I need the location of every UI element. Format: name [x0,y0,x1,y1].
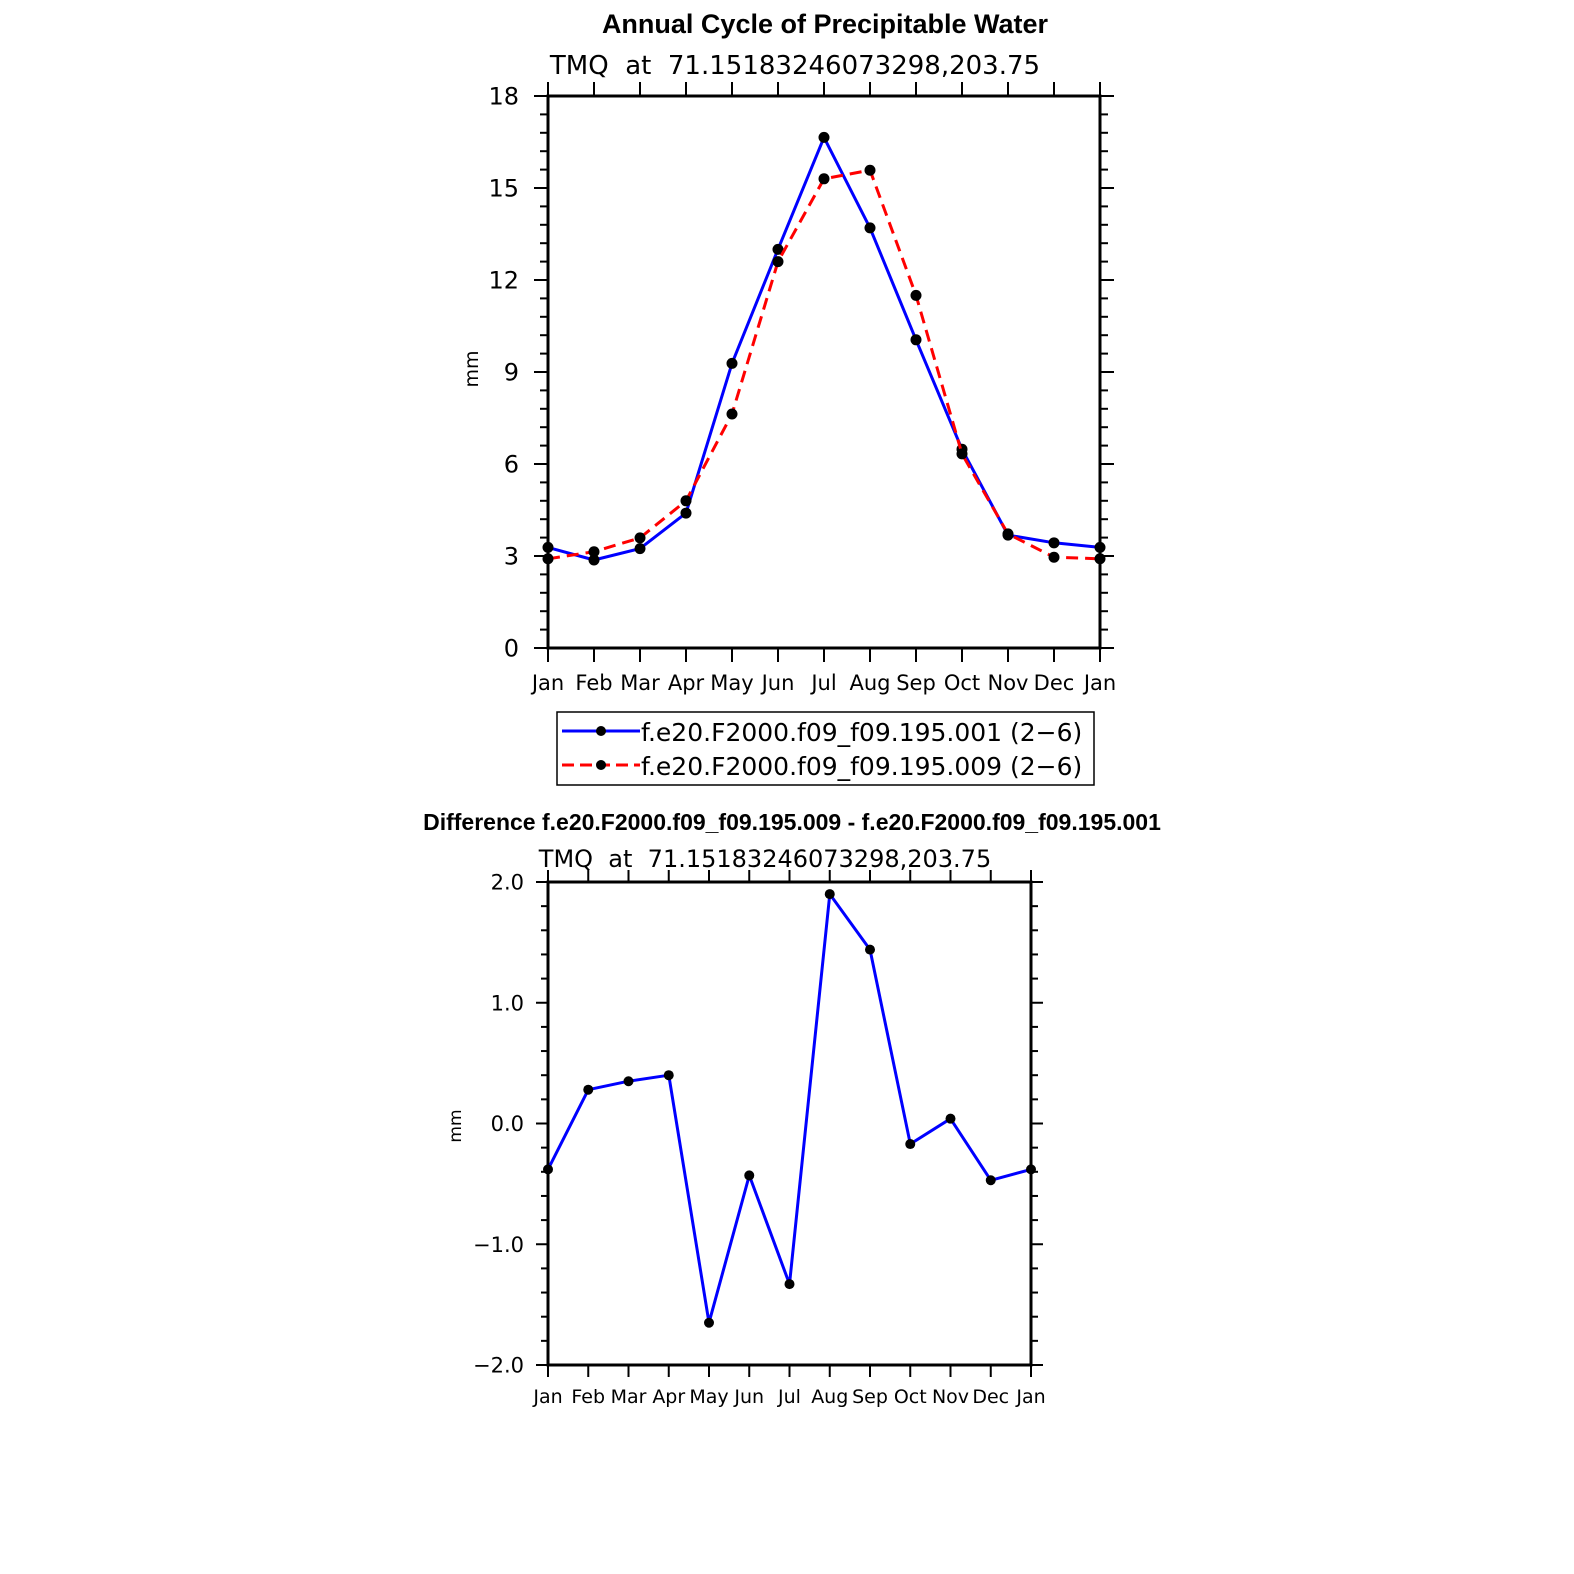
y-tick-label: 2.0 [491,871,524,895]
data-point [910,334,922,346]
x-tick-label: Jun [760,671,795,695]
y-tick-label: 1.0 [491,991,524,1015]
data-point [680,495,692,507]
y-tick-label: 0 [504,635,519,663]
data-point [542,553,554,565]
data-point [542,541,554,553]
y-tick-label: 6 [504,451,519,479]
x-tick-label: Dec [972,1386,1009,1408]
plot-area [546,880,1033,1367]
data-point [588,546,600,558]
x-tick-label: Jan [532,1386,562,1408]
data-point [905,1139,916,1150]
data-point [583,1084,594,1095]
data-point [985,1175,996,1186]
data-point [588,554,600,566]
x-tick-label: Mar [620,671,660,695]
legend: f.e20.F2000.f09_f09.195.001 (2−6) f.e20.… [556,711,1095,786]
plot-frame [546,880,1033,1367]
y-tick-label: −2.0 [473,1354,524,1378]
x-tick-label: Sep [852,1386,888,1408]
x-tick-label: May [689,1386,728,1408]
data-point [704,1317,714,1328]
chart-title: Difference f.e20.F2000.f09_f09.195.009 -… [423,809,1161,835]
series-line-0 [547,135,1101,562]
chart-subtitle: TMQ at 71.15183246073298,203.75 [549,51,1040,81]
data-point [1094,553,1106,565]
data-point [956,448,968,460]
data-point [1048,551,1060,563]
annual-cycle-chart: Annual Cycle of Precipitable Water TMQ a… [461,9,1116,786]
x-tick-label: Oct [894,1386,927,1408]
y-tick-label: 12 [488,267,519,295]
x-tick-label: Jan [1015,1386,1045,1408]
y-tick-label: 0.0 [491,1112,524,1136]
data-point [772,243,784,255]
y-axis-label: mm [446,1109,466,1142]
x-tick-label: Feb [571,1386,605,1408]
x-tick-label: Sep [896,671,936,695]
series-line-1 [547,168,1101,561]
legend-marker-blue [596,726,606,736]
series-line-0 [546,892,1032,1325]
legend-box [556,711,1095,786]
legend-label-blue: f.e20.F2000.f09_f09.195.001 (2−6) [641,718,1082,747]
x-tick-label: Jan [530,671,564,695]
x-tick-label: Jul [777,1386,801,1408]
chart-subtitle: TMQ at 71.15183246073298,203.75 [538,845,991,873]
x-tick-label: Aug [811,1386,848,1408]
data-point [543,1164,553,1175]
data-point [623,1076,634,1087]
axis-ticks: −2.0 −1.0 0.0 1.0 2.0 Jan Feb Mar Apr May Jun Jul Au… [473,870,1046,1408]
x-tick-label: Dec [1034,671,1075,695]
data-point [784,1279,795,1290]
legend-marker-red [596,760,606,770]
y-tick-label: −1.0 [473,1233,524,1257]
y-tick-label: 15 [488,175,519,203]
data-point [865,944,875,955]
x-tick-label: Apr [652,1386,685,1408]
series-layer [543,889,1036,1328]
x-tick-label: Jun [733,1386,764,1408]
data-point [910,289,922,301]
difference-chart: Difference f.e20.F2000.f09_f09.195.009 -… [423,809,1161,1408]
x-tick-label: Apr [668,671,705,695]
x-tick-label: Nov [932,1386,969,1408]
series-layer [542,131,1106,566]
data-point [1048,537,1060,549]
data-point [1002,528,1014,540]
y-axis-label: mm [461,350,483,387]
axis-ticks: 0 3 6 9 12 15 18 Jan Feb Mar Apr May Jun Jul Aug Sep Oct… [488,82,1116,695]
x-tick-label: Oct [944,671,980,695]
data-point [824,889,835,900]
x-tick-label: Mar [611,1386,647,1408]
data-point [744,1170,755,1181]
legend-label-red: f.e20.F2000.f09_f09.195.009 (2−6) [641,752,1082,781]
data-point [818,131,830,143]
data-point [864,222,876,234]
data-point [634,532,646,544]
x-tick-label: Jul [809,671,836,695]
data-point [680,507,692,519]
x-tick-label: Jan [1082,671,1116,695]
data-point [772,256,784,268]
data-point [864,164,876,176]
x-tick-label: May [710,671,753,695]
y-tick-label: 18 [488,83,519,111]
data-point [1026,1164,1036,1175]
y-tick-label: 9 [504,359,519,387]
chart-title: Annual Cycle of Precipitable Water [602,9,1049,39]
data-point [1094,541,1106,553]
x-tick-label: Feb [575,671,612,695]
data-point [726,408,738,420]
data-point [726,357,738,369]
x-tick-label: Nov [988,671,1029,695]
data-point [663,1070,674,1081]
y-tick-label: 3 [504,543,519,571]
x-tick-label: Aug [849,671,890,695]
data-point [945,1113,956,1124]
data-point [818,173,830,185]
data-point [634,543,646,555]
